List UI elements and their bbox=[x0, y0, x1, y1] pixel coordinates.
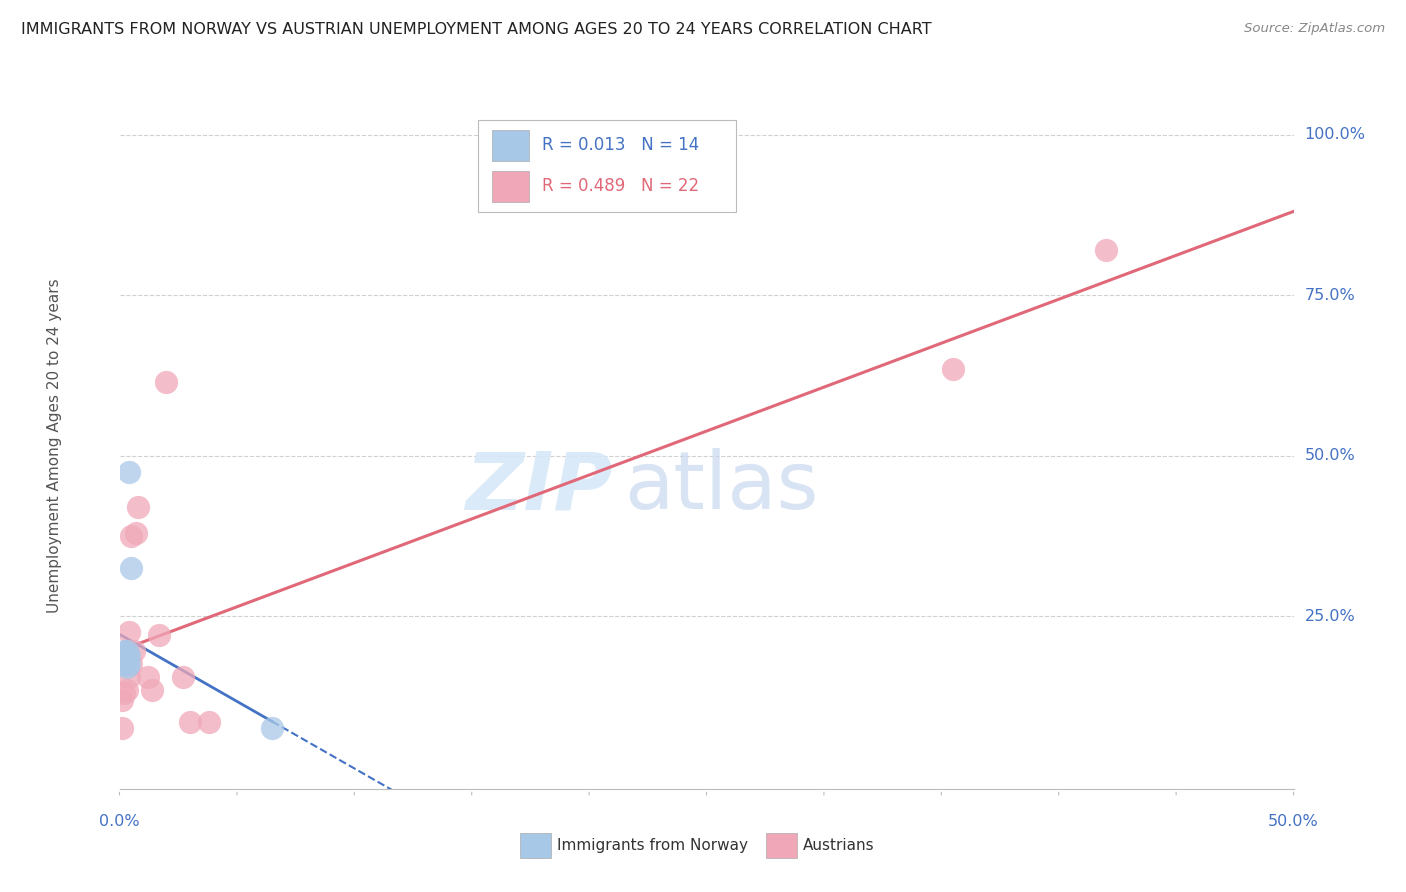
Text: Immigrants from Norway: Immigrants from Norway bbox=[557, 838, 748, 853]
Point bbox=[155, 375, 177, 389]
Point bbox=[125, 525, 148, 540]
Point bbox=[111, 692, 134, 706]
Text: 50.0%: 50.0% bbox=[1305, 448, 1355, 463]
Point bbox=[120, 529, 142, 543]
Point bbox=[115, 660, 138, 674]
Point bbox=[111, 648, 134, 662]
Bar bbox=[492, 171, 529, 202]
Text: Source: ZipAtlas.com: Source: ZipAtlas.com bbox=[1244, 22, 1385, 36]
Point bbox=[118, 625, 141, 640]
Text: 0.0%: 0.0% bbox=[100, 814, 139, 830]
Text: ZIP: ZIP bbox=[465, 448, 613, 526]
Point bbox=[112, 686, 135, 700]
Point bbox=[111, 657, 134, 672]
Point bbox=[118, 670, 141, 684]
Text: 25.0%: 25.0% bbox=[1305, 608, 1355, 624]
Text: Austrians: Austrians bbox=[803, 838, 875, 853]
Point bbox=[118, 657, 141, 672]
Point bbox=[115, 682, 138, 697]
Point bbox=[118, 648, 141, 662]
Point bbox=[122, 644, 145, 658]
Text: Unemployment Among Ages 20 to 24 years: Unemployment Among Ages 20 to 24 years bbox=[48, 278, 62, 614]
Bar bbox=[492, 130, 529, 161]
Point bbox=[172, 670, 194, 684]
Point bbox=[111, 722, 134, 736]
Point bbox=[197, 714, 219, 729]
FancyBboxPatch shape bbox=[478, 120, 735, 212]
Point bbox=[179, 714, 201, 729]
Point bbox=[120, 657, 142, 672]
Point bbox=[115, 644, 138, 658]
Point bbox=[136, 670, 159, 684]
Point bbox=[141, 682, 163, 697]
Point bbox=[120, 561, 142, 575]
Point bbox=[942, 362, 965, 376]
Point bbox=[112, 650, 135, 665]
Point bbox=[262, 722, 284, 736]
Text: R = 0.489   N = 22: R = 0.489 N = 22 bbox=[543, 178, 699, 195]
Text: atlas: atlas bbox=[624, 448, 818, 526]
Point bbox=[115, 644, 138, 658]
Point bbox=[115, 650, 138, 665]
Point bbox=[112, 644, 135, 658]
Text: 50.0%: 50.0% bbox=[1268, 814, 1319, 830]
Text: R = 0.013   N = 14: R = 0.013 N = 14 bbox=[543, 136, 699, 154]
Point bbox=[118, 465, 141, 479]
Point bbox=[148, 628, 170, 642]
Point bbox=[127, 500, 149, 514]
Text: 100.0%: 100.0% bbox=[1305, 128, 1365, 142]
Text: IMMIGRANTS FROM NORWAY VS AUSTRIAN UNEMPLOYMENT AMONG AGES 20 TO 24 YEARS CORREL: IMMIGRANTS FROM NORWAY VS AUSTRIAN UNEMP… bbox=[21, 22, 932, 37]
Text: 75.0%: 75.0% bbox=[1305, 287, 1355, 302]
Point bbox=[112, 657, 135, 672]
Point bbox=[1094, 244, 1116, 258]
Point bbox=[115, 654, 138, 668]
Point bbox=[112, 657, 135, 672]
